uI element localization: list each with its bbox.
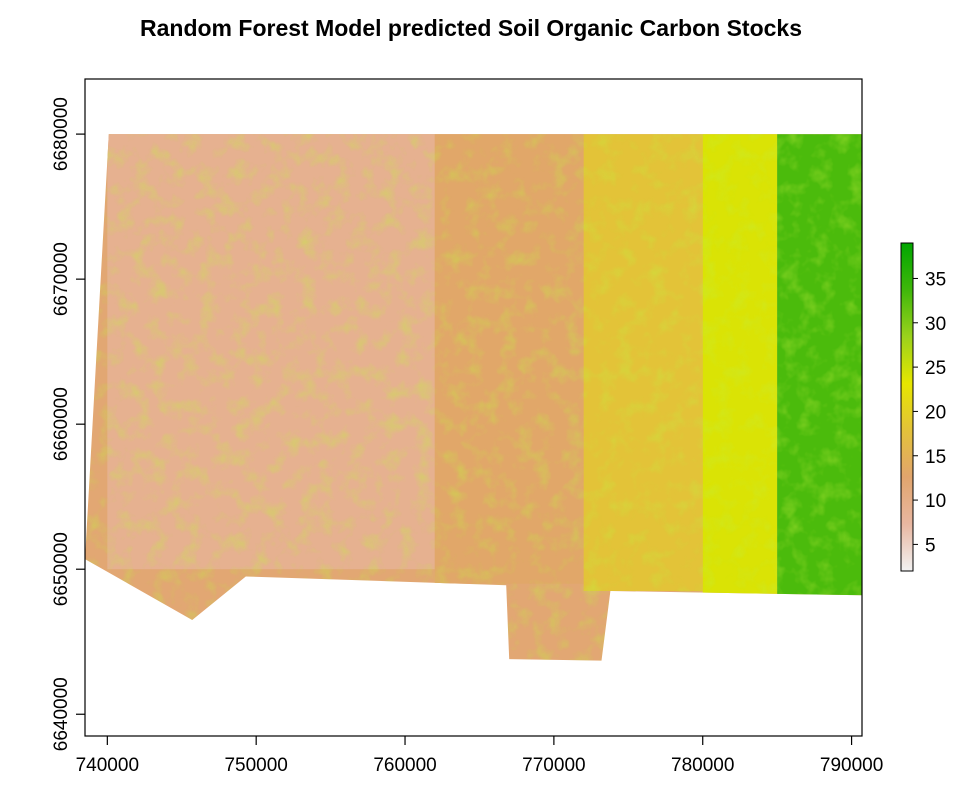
plot-frame	[84, 78, 863, 737]
legend-tick-label: 20	[925, 402, 946, 423]
x-tick-label: 770000	[522, 755, 585, 776]
y-tick-label: 6650000	[51, 532, 72, 606]
y-tick-label: 6660000	[51, 387, 72, 461]
x-axis: 740000 750000 760000 770000 780000 790000	[76, 736, 883, 776]
legend: 5 10 15 20 25 30 35	[900, 242, 946, 572]
y-axis: 6640000 6650000 6660000 6670000 6680000	[51, 97, 85, 751]
legend-tick-label: 15	[925, 447, 946, 468]
x-tick-label: 780000	[671, 755, 734, 776]
legend-tick-label: 5	[925, 535, 936, 556]
x-tick-label: 760000	[373, 755, 436, 776]
x-tick-label: 790000	[820, 755, 883, 776]
legend-tick-label: 35	[925, 269, 946, 290]
x-tick-label: 740000	[76, 755, 139, 776]
legend-color-bar	[900, 242, 914, 572]
chart-title: Random Forest Model predicted Soil Organ…	[140, 15, 802, 41]
legend-tick-label: 25	[925, 358, 946, 379]
raster-layer	[85, 134, 862, 661]
raster-speckle	[85, 134, 862, 661]
legend-tick-label: 30	[925, 314, 946, 335]
y-tick-label: 6680000	[51, 97, 72, 171]
legend-tick-label: 10	[925, 491, 946, 512]
y-tick-label: 6640000	[51, 677, 72, 751]
x-tick-label: 750000	[224, 755, 287, 776]
y-tick-label: 6670000	[51, 242, 72, 316]
